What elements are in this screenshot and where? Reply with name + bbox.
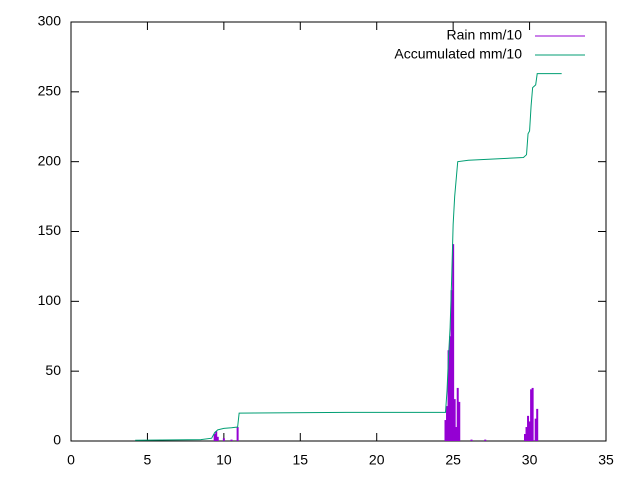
- x-tick-label: 35: [598, 452, 614, 468]
- x-tick-label: 25: [445, 452, 461, 468]
- legend-label: Accumulated mm/10: [394, 46, 522, 62]
- plot-border: [70, 21, 607, 442]
- y-tick-label: 150: [38, 222, 62, 238]
- y-tick-label: 200: [38, 152, 62, 168]
- y-tick-label: 100: [38, 292, 62, 308]
- y-tick-label: 0: [53, 432, 61, 448]
- x-tick-label: 0: [67, 452, 75, 468]
- x-tick-label: 20: [369, 452, 385, 468]
- y-tick-label: 300: [38, 13, 62, 29]
- y-tick-label: 50: [45, 362, 61, 378]
- accumulated-line: [135, 73, 562, 441]
- x-tick-label: 15: [292, 452, 308, 468]
- x-tick-label: 30: [522, 452, 538, 468]
- x-tick-label: 5: [144, 452, 152, 468]
- y-tick-label: 250: [38, 83, 62, 99]
- x-tick-label: 10: [216, 452, 232, 468]
- legend-label: Rain mm/10: [447, 27, 523, 43]
